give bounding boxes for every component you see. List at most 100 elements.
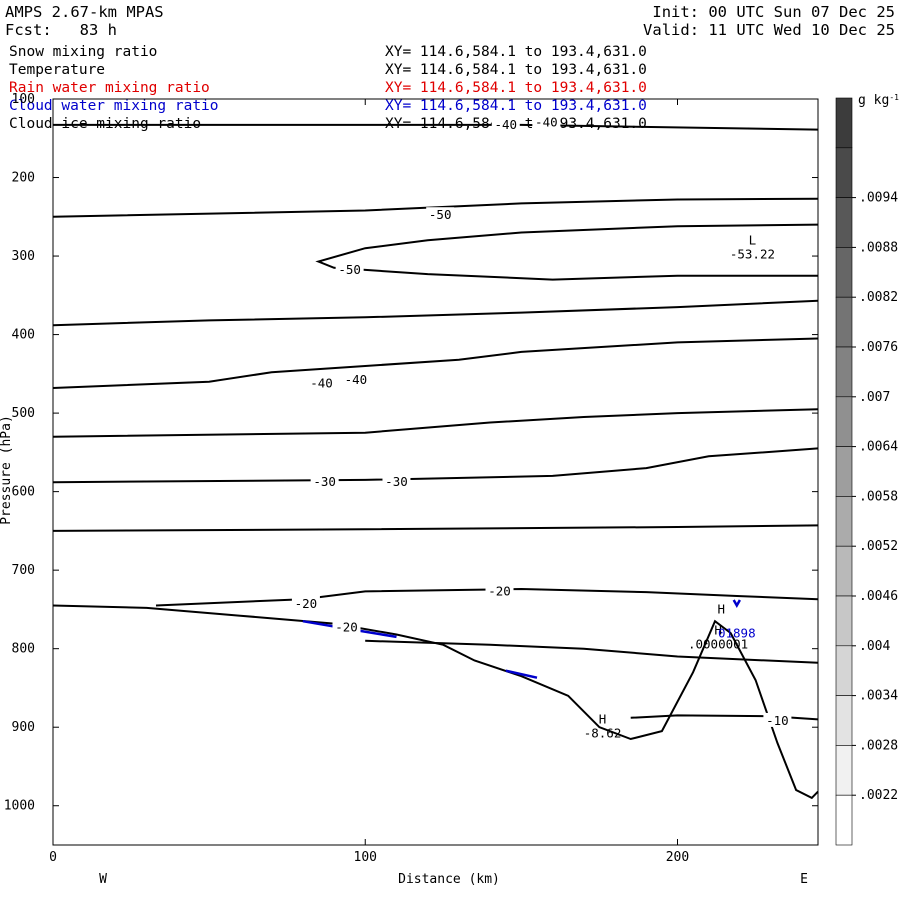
colorbar-label: .0058 <box>859 489 898 504</box>
colorbar-label: .0034 <box>859 689 898 704</box>
contour-label-bg <box>426 207 455 222</box>
contour-label-bg <box>532 114 561 129</box>
x-end-label-east: E <box>800 872 808 887</box>
extremum-value: -53.22 <box>730 246 775 261</box>
field-name-cloud-water: Cloud water mixing ratio <box>9 98 219 114</box>
colorbar-label: .0022 <box>859 788 898 803</box>
colorbar-label: .004 <box>859 639 890 654</box>
contour-label: -40 <box>345 372 368 387</box>
y-tick-label: 900 <box>12 720 35 735</box>
extremum-value: .0000001 <box>688 637 748 652</box>
colorbar-swatch <box>835 645 853 696</box>
isotherm-line <box>52 197 819 218</box>
colorbar-swatch <box>835 695 853 746</box>
contour-label: -20 <box>335 619 358 634</box>
colorbar-label: .0046 <box>859 589 898 604</box>
contour-label: -30 <box>313 474 336 489</box>
isotherm-line <box>52 337 819 389</box>
field-name-temperature: Temperature <box>9 62 106 78</box>
field-name-rain: Rain water mixing ratio <box>9 80 210 96</box>
colorbar-swatch <box>835 396 853 447</box>
field-xy-rain: XY= 114.6,584.1 to 193.4,631.0 <box>385 80 647 96</box>
contour-label-bg <box>491 116 520 131</box>
isotherm-line <box>53 123 819 131</box>
x-axis-title: Distance (km) <box>398 872 500 887</box>
cloud-water-contour <box>505 669 538 679</box>
extremum-value: -8.62 <box>584 725 622 740</box>
colorbar-swatch <box>835 97 853 149</box>
cloud-water-label: 01898 <box>718 626 756 641</box>
colorbar-swatch <box>835 794 853 846</box>
model-title: AMPS 2.67-km MPAS <box>5 3 164 21</box>
field-xy-cloud-water: XY= 114.6,584.1 to 193.4,631.0 <box>385 98 647 114</box>
contour-label-bg <box>291 595 320 610</box>
extremum-marker: H <box>717 601 725 616</box>
colorbar: g kg-1 .0094 .0088 .0082 .0076 .007 .0064 .005… <box>835 93 899 846</box>
y-tick-label: 100 <box>12 92 35 107</box>
field-xy-snow: XY= 114.6,584.1 to 193.4,631.0 <box>385 44 647 60</box>
colorbar-swatch <box>835 595 853 647</box>
contour-label-bg <box>335 262 364 277</box>
cloud-water-contour <box>732 599 741 609</box>
contour-label: -30 <box>385 474 408 489</box>
x-tick-label: 100 <box>354 850 377 865</box>
contour-label-bg <box>382 474 411 489</box>
isotherm-line <box>52 299 819 327</box>
contour-label: -10 <box>766 713 789 728</box>
contour-label-bg <box>332 619 361 634</box>
colorbar-swatch <box>835 496 853 547</box>
extremum-marker: L <box>749 232 757 247</box>
y-tick-label: 300 <box>12 249 35 264</box>
colorbar-swatch <box>835 446 853 497</box>
y-tick-label: 700 <box>12 563 35 578</box>
field-xy-temperature: XY= 114.6,584.1 to 193.4,631.0 <box>385 62 647 78</box>
colorbar-label: .007 <box>859 390 890 405</box>
colorbar-swatch <box>835 247 853 298</box>
y-tick-label: 400 <box>12 328 35 343</box>
colorbar-label: .0052 <box>859 539 898 554</box>
contour-label-bg <box>763 712 792 727</box>
contour-label-bg <box>485 583 514 598</box>
plot-layer: -40 -40 -50 -50 -40 -40 -30 -30 -20 -20 -20 -10 L-53… <box>52 114 819 800</box>
x-tick-label: 0 <box>49 850 57 865</box>
field-name-snow: Snow mixing ratio <box>9 44 158 60</box>
colorbar-unit: g kg-1 <box>858 93 899 108</box>
y-tick-label: 1000 <box>4 799 35 814</box>
contour-label: -20 <box>295 596 318 611</box>
y-tick-label: 600 <box>12 485 35 500</box>
plot-frame <box>52 98 819 846</box>
axis-layer: Pressure (hPa) Distance (km) W E 100 200 3… <box>0 92 819 887</box>
colorbar-label: .0064 <box>859 440 898 455</box>
x-end-label-west: W <box>99 872 107 887</box>
isotherm-line <box>52 447 819 484</box>
contour-label-bg <box>341 372 370 387</box>
isotherm-line <box>315 223 819 281</box>
contour-label: -20 <box>488 583 511 598</box>
contour-label: -40 <box>494 117 517 132</box>
colorbar-swatch <box>835 197 853 248</box>
colorbar-label: .0028 <box>859 738 898 753</box>
y-tick-label: 800 <box>12 642 35 657</box>
forecast-hour: Fcst: 83 h <box>5 21 117 39</box>
contour-label: -40 <box>535 115 558 130</box>
y-axis-title: Pressure (hPa) <box>0 415 14 525</box>
init-time: Init: 00 UTC Sun 07 Dec 25 <box>652 3 895 21</box>
contour-label: -50 <box>429 207 452 222</box>
colorbar-label: .0082 <box>859 290 898 305</box>
extremum-marker: H <box>714 623 722 638</box>
colorbar-swatch <box>835 545 853 597</box>
valid-time: Valid: 11 UTC Wed 10 Dec 25 <box>643 21 895 39</box>
isotherm-line <box>365 639 819 664</box>
colorbar-unit-base: g kg <box>858 93 889 108</box>
colorbar-unit-exponent: -1 <box>889 93 899 102</box>
isotherm-line <box>52 408 819 438</box>
y-tick-label: 200 <box>12 171 35 186</box>
x-tick-label: 200 <box>666 850 689 865</box>
colorbar-label: .0094 <box>859 191 898 206</box>
contour-label-bg <box>310 474 339 489</box>
isotherm-line <box>52 524 819 532</box>
colorbar-swatch <box>835 296 853 348</box>
colorbar-swatch <box>835 147 853 198</box>
colorbar-swatch <box>835 745 853 796</box>
